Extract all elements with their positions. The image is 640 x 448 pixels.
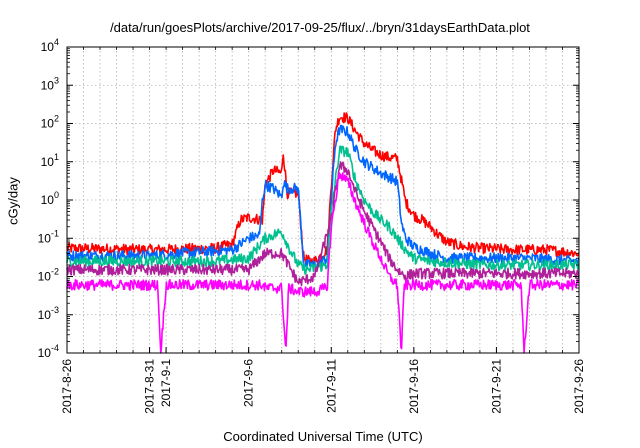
y-axis-label: cGy/day [5, 177, 21, 225]
x-axis-label: Coordinated Universal Time (UTC) [223, 429, 423, 444]
y-tick-labels: 10-4 10-3 10-2 10-1 100 101 102 103 104 [38, 37, 59, 360]
y-tick-label: 100 [41, 190, 59, 207]
y-tick-label: 103 [41, 75, 59, 92]
y-tick-label: 10-4 [38, 343, 59, 360]
y-tick-label: 101 [41, 152, 59, 169]
series-line-2 [66, 145, 580, 275]
series-line-4 [66, 172, 580, 354]
series-line-1 [66, 124, 580, 269]
x-tick-label: 2017-9-21 [489, 359, 503, 414]
x-tick-label: 2017-8-31 [143, 359, 157, 414]
series-line-3 [66, 161, 580, 287]
x-tick-labels: 2017-8-26 2017-8-31 2017-9-1 2017-9-6 2017-9… [60, 359, 586, 414]
y-tick-label: 10-2 [38, 267, 59, 284]
y-tick-label: 10-3 [38, 305, 59, 322]
x-tick-label: 2017-9-6 [242, 359, 256, 407]
x-tick-label: 2017-9-26 [572, 359, 586, 414]
x-tick-label: 2017-9-16 [407, 359, 421, 414]
y-tick-label: 102 [41, 114, 59, 131]
y-tick-label: 10-1 [38, 228, 59, 245]
y-tick-label: 104 [41, 37, 59, 54]
chart-title: /data/run/goesPlots/archive/2017-09-25/f… [110, 20, 530, 35]
x-tick-label: 2017-9-1 [159, 359, 173, 407]
ticks [66, 46, 580, 354]
x-tick-label: 2017-9-11 [324, 359, 338, 413]
series-layer [66, 112, 580, 354]
x-tick-label: 2017-8-26 [60, 359, 74, 414]
